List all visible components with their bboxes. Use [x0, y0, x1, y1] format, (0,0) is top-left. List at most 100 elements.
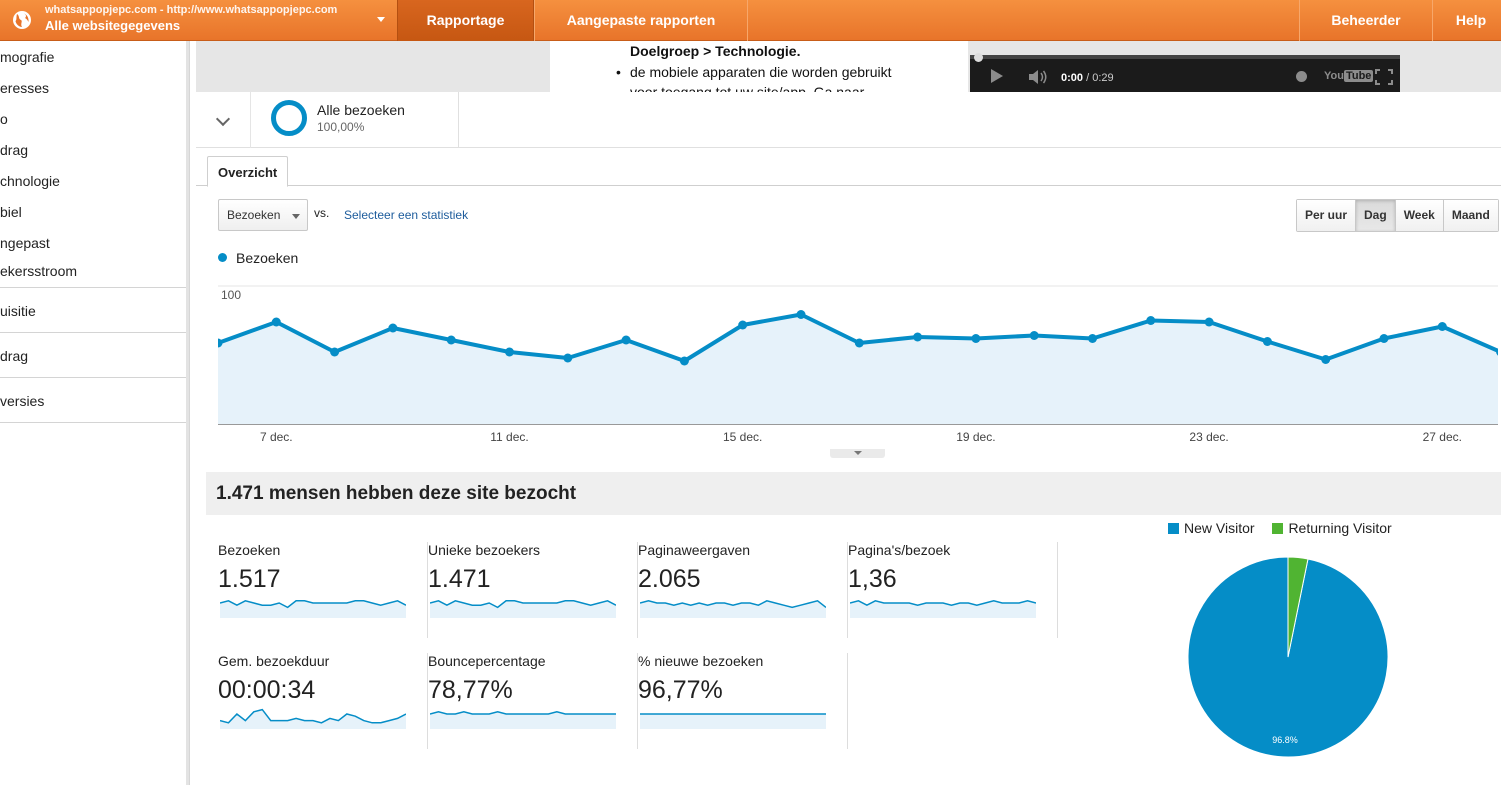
data-point[interactable] [971, 334, 981, 343]
vs-label: vs. [314, 206, 330, 220]
summary-title: 1.471 mensen hebben deze site bezocht [216, 483, 577, 504]
stat-card[interactable]: Pagina's/bezoek 1,36 [848, 542, 1058, 638]
banner-bullet: de mobiele apparaten die worden gebruikt [616, 64, 891, 80]
pie-slice[interactable] [1287, 556, 1309, 658]
stat-value: 1.471 [428, 565, 491, 593]
sidebar-group-gedrag[interactable]: drag [0, 348, 29, 364]
sparkline-area [640, 600, 826, 618]
data-point[interactable] [1204, 317, 1214, 327]
sparkline [430, 711, 616, 729]
data-point[interactable] [1029, 331, 1039, 340]
x-tick-label: 15 dec. [723, 430, 762, 444]
sparkline-line [430, 600, 616, 609]
volume-icon[interactable] [1028, 70, 1048, 84]
banner-title: Doelgroep > Technologie. [630, 43, 801, 59]
stat-card[interactable]: % nieuwe bezoeken 96,77% [638, 653, 848, 749]
data-point[interactable] [1088, 334, 1097, 343]
sidebar-group-conversies[interactable]: versies [0, 393, 45, 409]
data-point[interactable] [1262, 337, 1272, 346]
sparkline [220, 708, 406, 729]
stat-label: % nieuwe bezoeken [638, 653, 764, 669]
sidebar-item-interesses[interactable]: eresses [0, 80, 50, 96]
tab-bar: Overzicht [196, 155, 1501, 187]
x-tick-label: 19 dec. [956, 430, 995, 444]
data-point[interactable] [505, 347, 514, 357]
video-progress-bar[interactable] [970, 53, 1400, 62]
data-point[interactable] [271, 317, 281, 327]
data-point[interactable] [1146, 316, 1156, 325]
data-point[interactable] [330, 347, 340, 357]
banner-bullet-continued: voor toegang tot uw site/app. Ga naar [630, 84, 865, 92]
visitor-type-pie-chart[interactable]: 96.8% [1186, 555, 1390, 759]
sidebar-item-gedrag[interactable]: drag [0, 142, 29, 158]
stat-card[interactable]: Bezoeken 1.517 [218, 542, 428, 638]
sparkline-area [640, 714, 826, 729]
sidebar-item-technologie[interactable]: chnologie [0, 173, 60, 189]
sidebar-item-demografie[interactable]: mografie [0, 49, 55, 65]
sidebar-item-geo[interactable]: o [0, 111, 8, 127]
data-point[interactable] [1321, 355, 1331, 364]
stat-card[interactable]: Bouncepercentage 78,77% [428, 653, 638, 749]
segment-percent: 100,00% [317, 120, 365, 134]
account-selector[interactable]: whatsappopjepc.com - http://www.whatsapp… [0, 0, 397, 41]
select-metric-link[interactable]: Selecteer een statistiek [344, 208, 469, 222]
period-button-hour[interactable]: Per uur [1297, 200, 1357, 231]
fullscreen-icon[interactable] [1375, 69, 1393, 85]
play-icon[interactable] [991, 69, 1003, 83]
nav-tab-help[interactable]: Help [1455, 12, 1487, 28]
data-point[interactable] [854, 338, 864, 348]
data-point[interactable] [218, 338, 223, 348]
sparkline-area [430, 600, 616, 618]
segment-toggle[interactable] [196, 92, 251, 148]
period-button-day[interactable]: Dag [1356, 200, 1396, 231]
data-point[interactable] [913, 332, 923, 342]
stat-card[interactable]: Paginaweergaven 2.065 [638, 542, 848, 638]
nav-tab-aangepaste-rapporten[interactable]: Aangepaste rapporten [566, 12, 716, 28]
data-point[interactable] [1437, 322, 1447, 331]
chart-resize-handle[interactable] [830, 449, 885, 458]
chevron-down-icon [215, 111, 231, 127]
tab-overzicht[interactable]: Overzicht [207, 156, 289, 187]
data-point[interactable] [796, 310, 806, 319]
segment-bar: Alle bezoeken 100,00% [196, 92, 1501, 148]
visits-line-chart[interactable]: 100507 dec.11 dec.15 dec.19 dec.23 dec.2… [218, 274, 1498, 450]
legend-swatch-returning [1272, 523, 1284, 534]
sidebar-item-bezoekersstroom[interactable]: ekersstroom [0, 263, 78, 279]
stat-label: Gem. bezoekduur [218, 653, 330, 669]
stat-label: Unieke bezoekers [428, 542, 541, 558]
stat-card[interactable]: Unieke bezoekers 1.471 [428, 542, 638, 638]
stat-value: 1.517 [218, 565, 281, 593]
nav-tab-rapportage[interactable]: Rapportage [397, 0, 534, 41]
x-tick-label: 27 dec. [1423, 430, 1462, 444]
stat-card[interactable]: Gem. bezoekduur 00:00:34 [218, 653, 428, 749]
nav-tab-beheerder[interactable]: Beheerder [1331, 12, 1401, 28]
video-player[interactable]: 0:00 / 0:29 You Tube [970, 53, 1400, 92]
metric-select[interactable]: Bezoeken [218, 199, 308, 231]
data-point[interactable] [563, 353, 573, 363]
data-point[interactable] [621, 335, 631, 345]
data-point[interactable] [388, 323, 398, 333]
pie-legend: New Visitor Returning Visitor [1168, 520, 1392, 536]
legend-dot-icon [218, 253, 227, 262]
segment-card[interactable]: Alle bezoeken 100,00% [251, 92, 459, 148]
sparkline-area [430, 711, 616, 729]
data-point[interactable] [1496, 348, 1498, 357]
data-point[interactable] [1379, 334, 1389, 343]
chevron-down-icon [292, 214, 300, 219]
period-selector: Per uur Dag Week Maand [1296, 199, 1499, 232]
view-name: Alle websitegegevens [45, 18, 181, 33]
data-point[interactable] [738, 320, 748, 330]
metric-select-value: Bezoeken [227, 208, 281, 222]
sidebar-item-aangepast[interactable]: ngepast [0, 235, 50, 251]
sidebar-divider [0, 377, 187, 378]
video-scrubber[interactable] [974, 53, 983, 62]
chevron-down-icon [377, 17, 385, 22]
youtube-logo[interactable]: You Tube [1324, 70, 1374, 82]
watch-later-icon[interactable] [1296, 71, 1307, 82]
period-button-month[interactable]: Maand [1443, 200, 1498, 231]
data-point[interactable] [679, 356, 689, 366]
sidebar-group-acquisitie[interactable]: uisitie [0, 303, 36, 319]
period-button-week[interactable]: Week [1395, 200, 1444, 231]
sidebar-item-mobiel[interactable]: biel [0, 204, 22, 220]
data-point[interactable] [446, 335, 456, 345]
